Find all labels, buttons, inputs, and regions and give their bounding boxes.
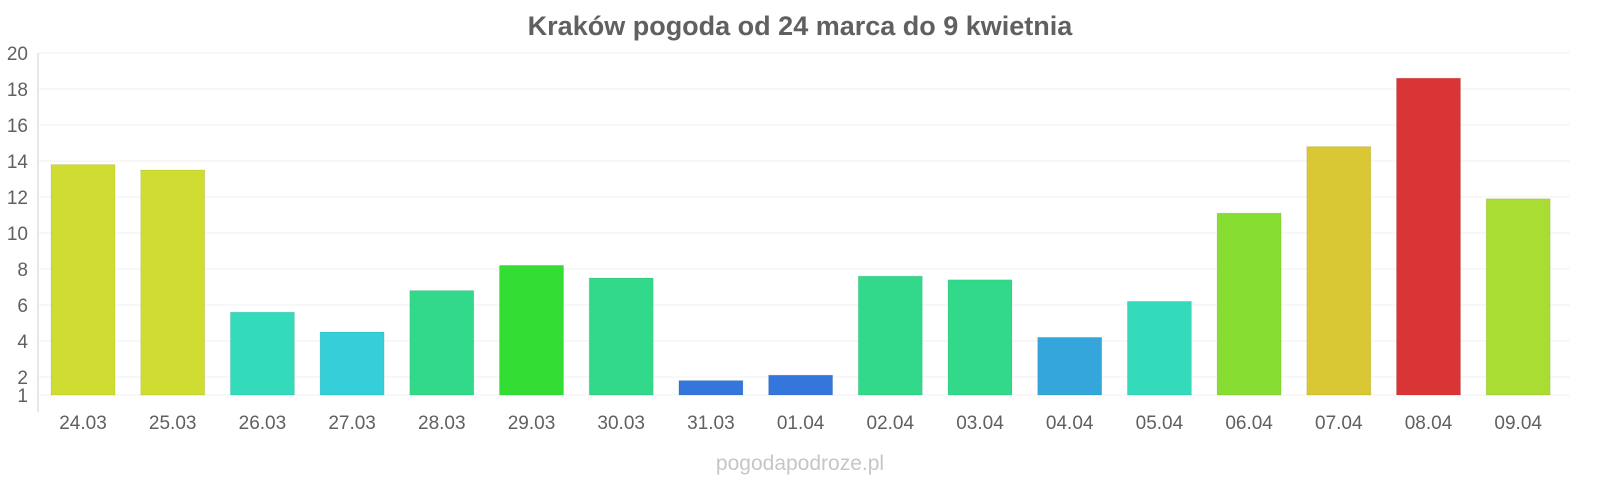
y-tick-label: 18 (7, 80, 28, 101)
x-axis-ticks: 24.03 25.03 26.03 27.03 28.03 29.03 30.03 31.03… (59, 413, 1542, 434)
bar-26.03 (229, 311, 295, 396)
x-tick-label: 01.04 (777, 413, 825, 434)
bar-25.03 (140, 169, 206, 396)
bars (50, 77, 1551, 396)
bar-24.03 (50, 164, 116, 396)
x-tick-label: 24.03 (59, 413, 107, 434)
y-tick-label: 4 (17, 332, 28, 353)
y-tick-label: 12 (7, 188, 28, 209)
x-tick-label: 05.04 (1136, 413, 1184, 434)
bar-29.03 (499, 264, 564, 396)
x-tick-label: 08.04 (1405, 413, 1453, 434)
bar-31.03 (678, 380, 744, 396)
x-tick-label: 06.04 (1225, 413, 1273, 434)
y-axis-ticks: 12 4 6 8 10 12 14 16 18 20 (7, 44, 29, 407)
y-tick-label: 8 (17, 260, 28, 281)
x-tick-label: 09.04 (1494, 413, 1542, 434)
bar-06.04 (1216, 212, 1282, 396)
bar-30.03 (588, 277, 654, 396)
x-tick-label: 03.04 (956, 413, 1004, 434)
bar-28.03 (409, 290, 475, 396)
bar-02.04 (857, 275, 923, 396)
bar-04.04 (1037, 336, 1103, 396)
x-tick-label: 02.04 (867, 413, 915, 434)
bar-05.04 (1126, 300, 1192, 396)
bar-27.03 (319, 331, 385, 396)
bar-01.04 (768, 374, 834, 396)
x-tick-label: 28.03 (418, 413, 466, 434)
y-tick-label: 1 (17, 386, 28, 407)
y-tick-label: 16 (7, 116, 28, 137)
x-tick-label: 07.04 (1315, 413, 1363, 434)
x-tick-label: 04.04 (1046, 413, 1094, 434)
bar-07.04 (1306, 146, 1372, 396)
x-tick-label: 29.03 (508, 413, 556, 434)
x-tick-label: 30.03 (597, 413, 645, 434)
x-tick-label: 26.03 (239, 413, 287, 434)
y-tick-label: 2 (17, 368, 28, 389)
x-tick-label: 27.03 (328, 413, 376, 434)
bar-09.04 (1485, 198, 1551, 396)
y-tick-label: 10 (7, 224, 28, 245)
y-tick-label: 14 (7, 152, 29, 173)
x-tick-label: 31.03 (687, 413, 735, 434)
bar-03.04 (947, 279, 1013, 396)
watermark: pogodapodroze.pl (716, 452, 884, 475)
y-tick-label: 6 (17, 296, 28, 317)
y-tick-label: 20 (7, 44, 28, 65)
x-tick-label: 25.03 (149, 413, 197, 434)
chart-title: Kraków pogoda od 24 marca do 9 kwietnia (528, 11, 1074, 41)
bar-08.04 (1396, 77, 1461, 396)
